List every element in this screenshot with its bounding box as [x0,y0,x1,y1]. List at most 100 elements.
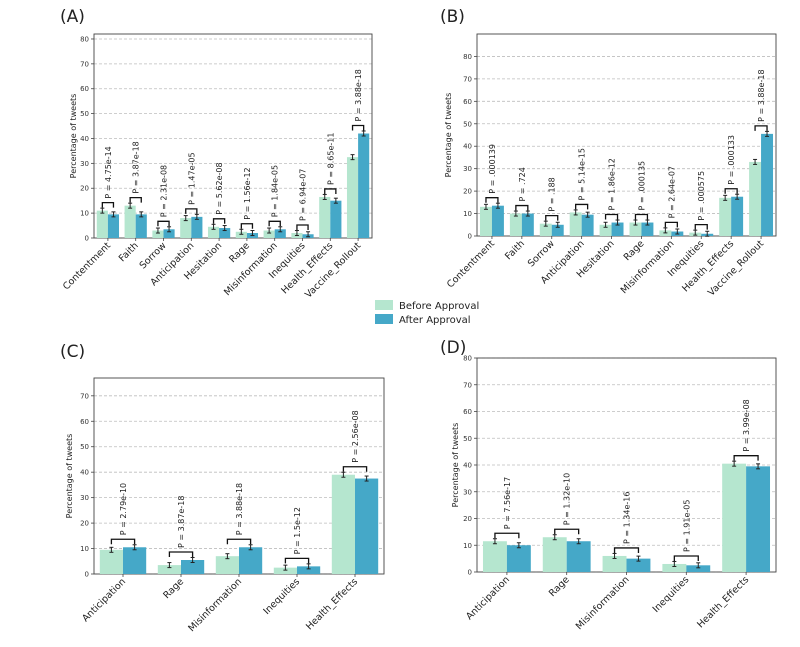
significance-bracket [575,203,589,210]
panel-label: (A) [60,7,85,27]
significance-bracket [212,218,226,224]
p-value-label: P = 2.56e-08 [351,410,360,462]
significance-bracket [673,555,699,561]
chart-panel: (B) 0 10 20 30 40 50 60 70 80 Percentage of tweets… [440,7,777,299]
chart-panel: (D) 0 10 20 30 40 50 60 70 80 Percentage of tweets… [440,338,777,632]
bar-after-approval [746,466,771,572]
y-axis-label: Percentage of tweets [69,94,78,179]
bar-before-approval [180,218,192,238]
legend-after-swatch [375,314,393,324]
p-value-label: P = 2.64e-07 [667,166,676,218]
significance-bracket [613,547,640,553]
y-tick-label: 70 [80,392,89,400]
chart-panel: (C) 0 10 20 30 40 50 60 70 Percentage of tweets P … [60,342,385,634]
bar-before-approval [602,555,627,572]
category-label: Rage [227,240,252,265]
bar-before-approval [215,556,239,574]
p-value-label: P = 1.32e-10 [563,473,572,525]
y-tick-label: 20 [80,185,89,193]
p-value-label: P = 2.79e-10 [119,483,128,535]
category-label: Health_Effects [680,238,736,294]
y-tick-label: 10 [463,542,472,550]
p-value-label: P = 1.86e-12 [608,158,617,210]
y-tick-label: 80 [80,35,89,43]
bar-after-approval [239,547,263,574]
y-tick-label: 80 [463,355,472,363]
y-tick-label: 40 [463,143,472,151]
y-tick-label: 60 [463,408,472,416]
p-value-label: P = .000133 [727,135,736,185]
p-value-label: P = 1.91e-05 [682,500,691,552]
y-tick-label: 10 [463,210,472,218]
bar-before-approval [722,463,747,572]
bar-after-approval [219,228,231,238]
y-axis-label: Percentage of tweets [444,93,453,178]
significance-bracket [634,213,649,220]
plot-frame [93,33,373,239]
category-label: Health_Effects [695,574,751,630]
bar-before-approval [629,222,642,236]
chart-panel: (A) 0 10 20 30 40 50 60 70 80 Percentage of tweets… [60,7,373,301]
significance-bracket [733,455,759,461]
bar-after-approval [731,196,744,236]
bar-before-approval [509,213,522,236]
bar-before-approval [569,212,582,236]
legend-before-label: Before Approval [399,301,479,312]
bar-after-approval [274,229,286,238]
bar-before-approval [124,205,136,238]
y-tick-label: 70 [80,60,89,68]
bar-after-approval [358,133,370,238]
bar-after-approval [107,214,120,238]
y-tick-label: 0 [85,571,89,579]
bar-before-approval [235,231,247,238]
category-label: Rage [161,576,186,601]
category-label: Anticipation [464,574,512,622]
significance-bracket [342,466,368,472]
bar-before-approval [331,474,355,574]
bar-before-approval [599,224,612,236]
bar-after-approval [297,566,321,574]
category-label: Faith [117,240,141,264]
p-value-label: P = 8.65e-11 [326,133,335,185]
significance-bracket [157,220,170,227]
y-axis-label: Percentage of tweets [65,434,74,519]
bar-after-approval [581,214,594,236]
p-value-label: P = 1.84e-05 [271,165,280,217]
p-value-label: P = 3.88e-18 [354,69,363,121]
bar-after-approval [551,224,564,236]
category-label: Vaccine_Rollout [706,238,766,298]
legend: Before Approval After Approval [375,300,479,326]
y-tick-label: 50 [463,120,472,128]
y-tick-label: 60 [80,418,89,426]
significance-bracket [129,197,142,203]
bar-after-approval [135,214,147,238]
p-value-label: P = 6.94e-07 [299,169,308,221]
bar-after-approval [686,565,711,572]
category-label: Contentment [61,240,113,292]
bar-before-approval [719,197,732,236]
panel-label: (D) [440,338,466,358]
p-value-label: P = 5.62e-08 [215,162,224,214]
significance-bracket [754,125,768,131]
significance-bracket [515,204,529,211]
y-tick-label: 10 [80,210,89,218]
bar-before-approval [346,157,359,238]
plot-frame [476,33,777,237]
legend-before-swatch [375,300,393,310]
bar-after-approval [761,133,774,236]
bar-after-approval [355,478,379,574]
y-tick-label: 40 [463,462,472,470]
bar-before-approval [749,161,762,236]
significance-bracket [545,215,559,221]
bar-before-approval [319,196,331,238]
bar-before-approval [152,230,164,238]
y-tick-label: 40 [80,469,89,477]
panel-label: (B) [440,7,465,27]
panel-label: (C) [60,342,85,362]
significance-bracket [694,223,708,230]
y-tick-label: 0 [468,569,472,577]
legend-after-label: After Approval [399,315,471,326]
p-value-label: P = 5.14e-15 [578,148,587,200]
significance-bracket [168,551,194,557]
p-value-label: P = 3.88e-18 [235,483,244,535]
